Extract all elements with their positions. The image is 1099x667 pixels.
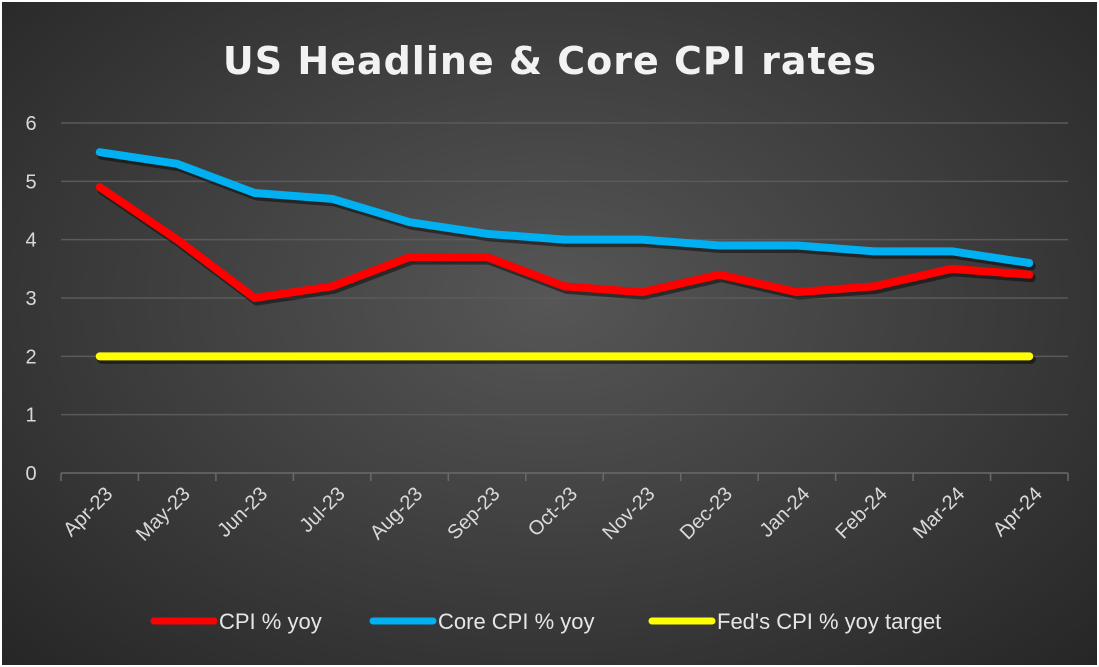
x-tick-label: May-23 [132, 483, 195, 546]
legend-label: Fed's CPI % yoy target [717, 609, 941, 634]
x-tick-label: Apr-24 [989, 483, 1047, 541]
x-tick-label: Dec-23 [676, 483, 737, 544]
y-tick-label: 5 [25, 171, 36, 193]
x-tick-label: Sep-23 [443, 483, 504, 544]
x-tick-label: Nov-23 [598, 483, 659, 544]
legend-item: Fed's CPI % yoy target [648, 609, 941, 634]
y-tick-label: 2 [25, 346, 36, 368]
x-tick-label: Jun-23 [213, 483, 272, 542]
x-tick-label: Feb-24 [832, 483, 892, 543]
x-tick-label: Apr-23 [59, 483, 117, 541]
chart-title: US Headline & Core CPI rates [223, 39, 877, 83]
x-tick-label: Jul-23 [296, 483, 350, 537]
legend-label: CPI % yoy [219, 609, 322, 634]
legend-label: Core CPI % yoy [438, 609, 595, 634]
x-tick-label: Mar-24 [909, 483, 969, 543]
legend-item: CPI % yoy [150, 609, 322, 634]
x-tick-label: Aug-23 [366, 483, 427, 544]
y-tick-label: 6 [25, 113, 36, 135]
legend-item: Core CPI % yoy [369, 609, 595, 634]
x-tick-label: Jan-24 [756, 483, 815, 542]
y-tick-label: 3 [25, 288, 36, 310]
y-tick-label: 1 [25, 405, 36, 427]
y-tick-label: 4 [25, 230, 36, 252]
x-tick-label: Oct-23 [524, 483, 582, 541]
y-tick-label: 0 [25, 463, 36, 485]
